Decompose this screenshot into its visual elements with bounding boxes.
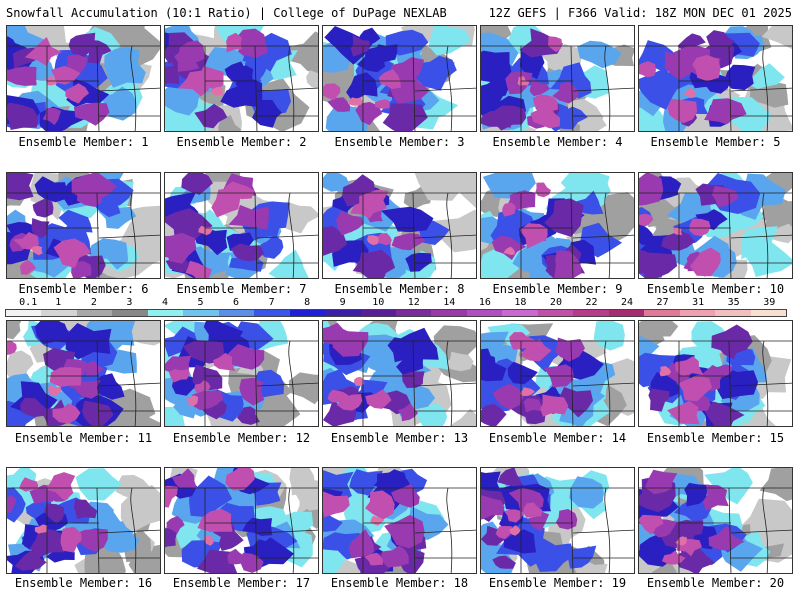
scale-tick-label: 8 xyxy=(304,297,311,308)
scale-swatch xyxy=(679,310,716,316)
scale-tick-label: 18 xyxy=(514,297,527,308)
scale-swatch xyxy=(289,310,326,316)
ensemble-member-map xyxy=(164,25,319,132)
ensemble-member-map xyxy=(6,25,161,132)
ensemble-member-label: Ensemble Member: 4 xyxy=(492,135,623,149)
ensemble-member-label: Ensemble Member: 8 xyxy=(334,282,465,296)
ensemble-member-label: Ensemble Member: 16 xyxy=(14,576,153,590)
scale-tick-label: 14 xyxy=(443,297,456,308)
scale-swatch xyxy=(112,310,148,316)
scale-swatch xyxy=(537,310,574,316)
ensemble-member-map xyxy=(480,172,635,279)
scale-tick-label: 2 xyxy=(90,297,97,308)
ensemble-member-map xyxy=(164,467,319,574)
scale-swatch xyxy=(254,310,290,316)
scale-tick-label: 4 xyxy=(161,297,168,308)
scale-tick-label: 3 xyxy=(126,297,133,308)
scale-tick-label: 9 xyxy=(339,297,346,308)
ensemble-member-label: Ensemble Member: 11 xyxy=(14,431,153,445)
scale-tick-label: 27 xyxy=(656,297,669,308)
scale-swatch xyxy=(325,310,361,316)
ensemble-member-map xyxy=(638,172,793,279)
scale-tick-label: 12 xyxy=(407,297,420,308)
scale-swatch xyxy=(431,310,467,316)
scale-tick-label: 22 xyxy=(585,297,598,308)
ensemble-member-label: Ensemble Member: 14 xyxy=(488,431,627,445)
valid-time-label: 12Z GEFS | F366 Valid: 18Z MON DEC 01 20… xyxy=(488,6,792,20)
ensemble-member-map xyxy=(322,172,477,279)
scale-swatch xyxy=(76,310,113,316)
ensemble-member-label: Ensemble Member: 13 xyxy=(330,431,469,445)
ensemble-member-map xyxy=(164,320,319,427)
ensemble-member-map xyxy=(638,25,793,132)
color-scale-bar xyxy=(5,309,787,317)
scale-swatch xyxy=(466,310,503,316)
scale-swatch xyxy=(147,310,184,316)
ensemble-member-label: Ensemble Member: 6 xyxy=(18,282,149,296)
ensemble-member-map xyxy=(638,467,793,574)
scale-tick-label: 0.1 xyxy=(19,297,38,308)
scale-swatch xyxy=(395,310,432,316)
scale-swatch xyxy=(360,310,396,316)
scale-swatch xyxy=(183,310,219,316)
ensemble-member-label: Ensemble Member: 20 xyxy=(646,576,785,590)
ensemble-member-label: Ensemble Member: 7 xyxy=(176,282,307,296)
ensemble-member-label: Ensemble Member: 18 xyxy=(330,576,469,590)
ensemble-member-label: Ensemble Member: 17 xyxy=(172,576,311,590)
ensemble-member-label: Ensemble Member: 12 xyxy=(172,431,311,445)
scale-tick-label: 16 xyxy=(478,297,491,308)
scale-swatch xyxy=(715,310,751,316)
ensemble-member-map xyxy=(480,25,635,132)
ensemble-member-map xyxy=(6,467,161,574)
scale-tick-label: 24 xyxy=(621,297,634,308)
scale-tick-label: 31 xyxy=(692,297,705,308)
ensemble-member-map xyxy=(164,172,319,279)
ensemble-member-map xyxy=(480,320,635,427)
scale-tick-label: 39 xyxy=(763,297,776,308)
scale-tick-label: 10 xyxy=(372,297,385,308)
scale-tick-label: 7 xyxy=(268,297,275,308)
scale-swatch xyxy=(6,310,42,316)
ensemble-member-label: Ensemble Member: 2 xyxy=(176,135,307,149)
chart-title: Snowfall Accumulation (10:1 Ratio) | Col… xyxy=(6,6,447,20)
ensemble-member-label: Ensemble Member: 15 xyxy=(646,431,785,445)
ensemble-member-map xyxy=(6,320,161,427)
ensemble-member-label: Ensemble Member: 9 xyxy=(492,282,623,296)
ensemble-member-label: Ensemble Member: 5 xyxy=(650,135,781,149)
ensemble-member-map xyxy=(322,320,477,427)
ensemble-member-label: Ensemble Member: 10 xyxy=(646,282,785,296)
ensemble-member-label: Ensemble Member: 1 xyxy=(18,135,149,149)
scale-tick-label: 1 xyxy=(55,297,62,308)
scale-swatch xyxy=(644,310,680,316)
scale-swatch xyxy=(750,310,786,316)
ensemble-member-label: Ensemble Member: 3 xyxy=(334,135,465,149)
ensemble-member-map xyxy=(6,172,161,279)
ensemble-member-map xyxy=(480,467,635,574)
scale-swatch xyxy=(608,310,645,316)
ensemble-member-map xyxy=(322,25,477,132)
color-scale-labels: 0.1 1 2 3 4 5 6 7 8 9 10 12 14 16 18 20 22 24 27 31 35 39 xyxy=(5,297,787,308)
scale-tick-label: 20 xyxy=(549,297,562,308)
scale-tick-label: 6 xyxy=(233,297,240,308)
ensemble-member-map xyxy=(638,320,793,427)
scale-swatch xyxy=(218,310,255,316)
ensemble-member-map xyxy=(322,467,477,574)
ensemble-member-label: Ensemble Member: 19 xyxy=(488,576,627,590)
scale-swatch xyxy=(573,310,609,316)
scale-tick-label: 5 xyxy=(197,297,204,308)
scale-swatch xyxy=(502,310,538,316)
scale-tick-label: 35 xyxy=(727,297,740,308)
scale-swatch xyxy=(41,310,77,316)
